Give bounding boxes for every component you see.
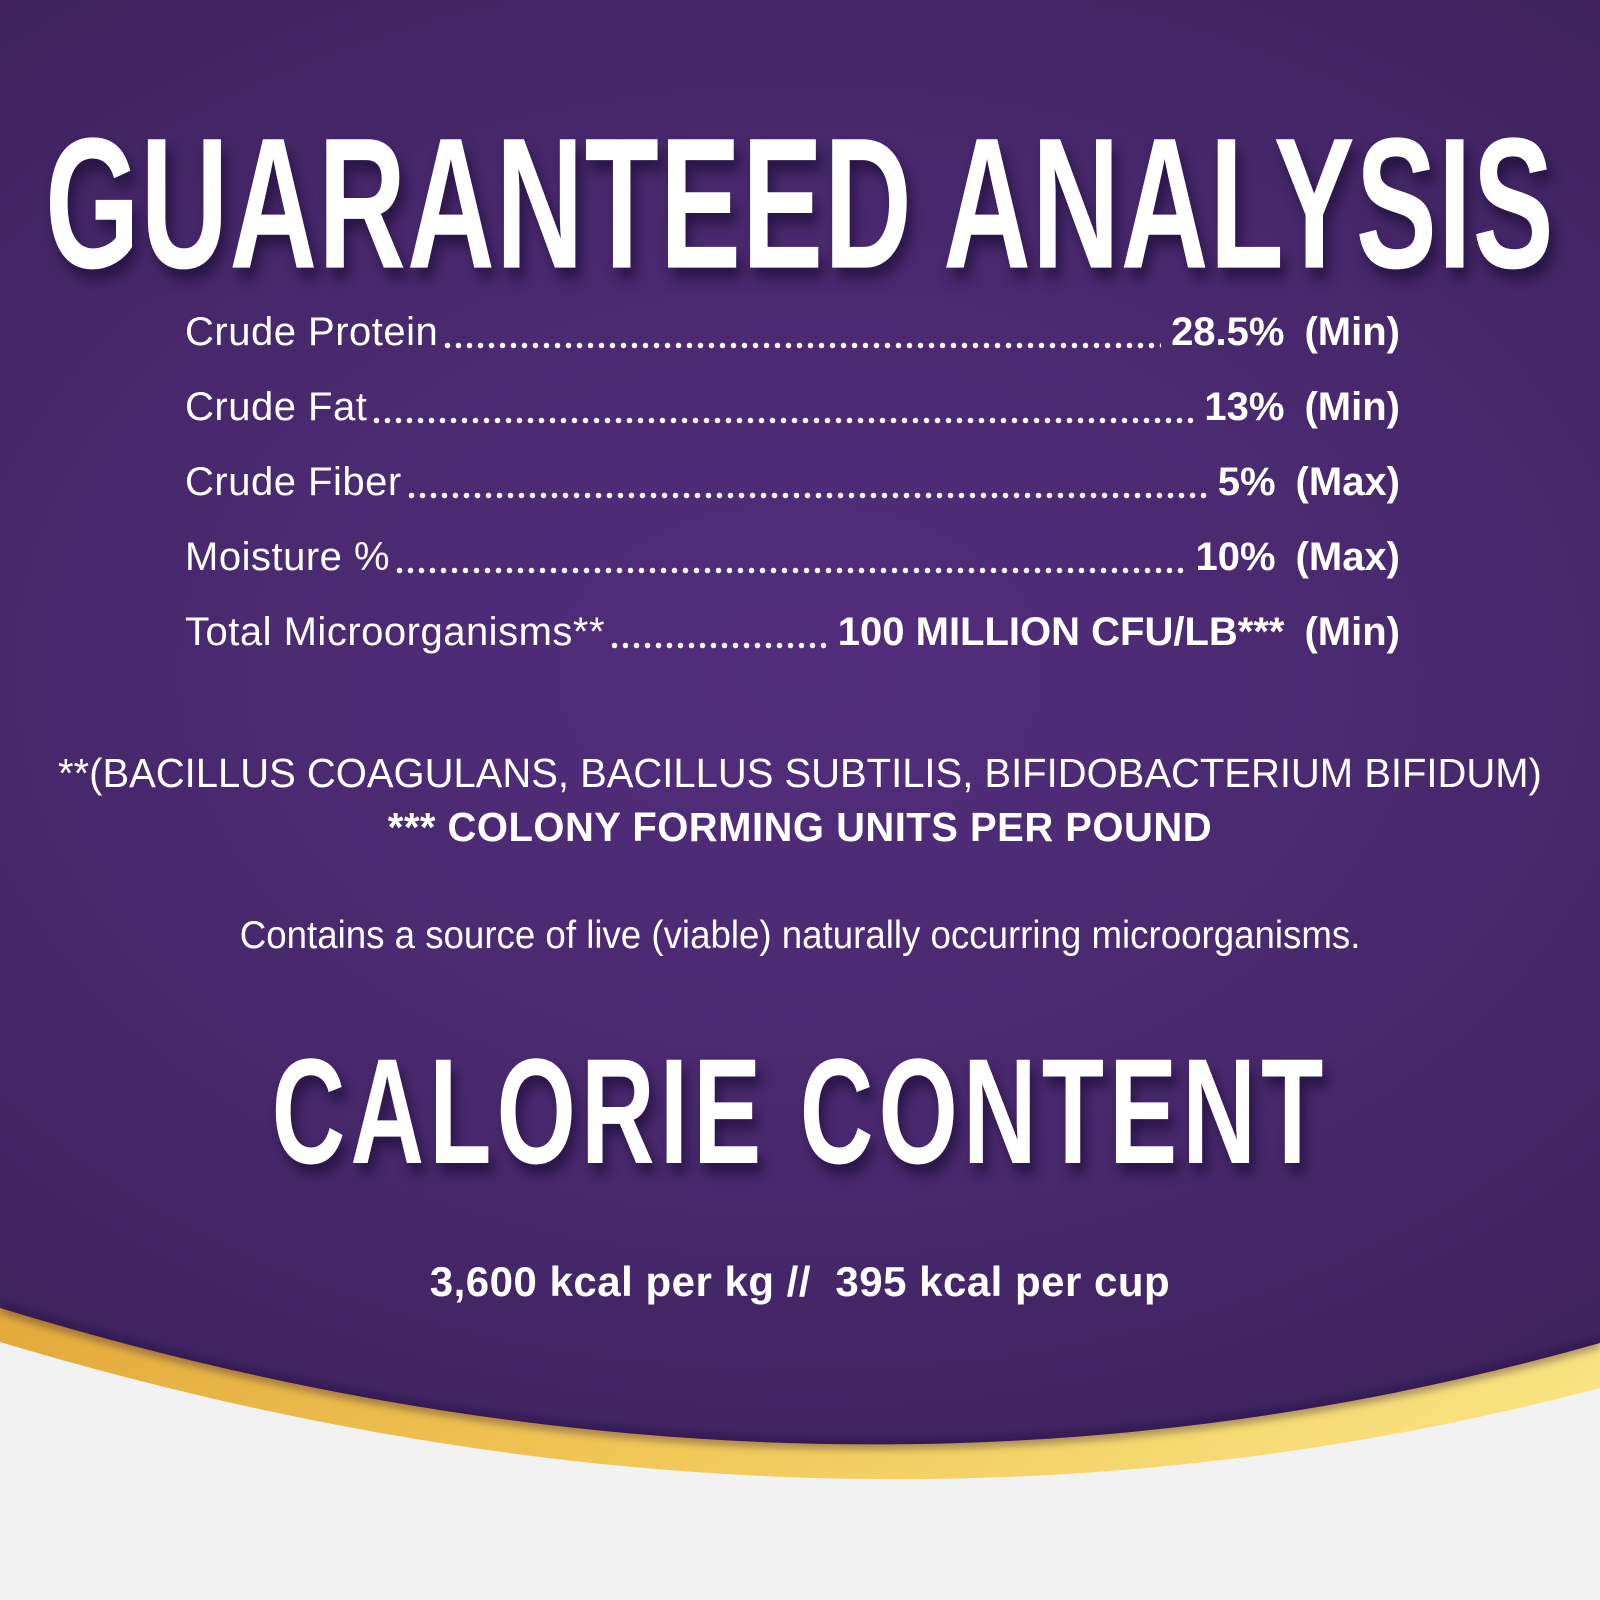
- dot-leader: [611, 642, 828, 649]
- row-limit: (Min): [1304, 310, 1400, 354]
- row-limit: (Max): [1295, 535, 1400, 579]
- dot-leader: [444, 342, 1162, 349]
- row-label: Crude Fat: [185, 385, 368, 429]
- footnote-cfu: *** COLONY FORMING UNITS PER POUND: [387, 804, 1213, 851]
- footnote-species: **(BACILLUS COAGULANS, BACILLUS SUBTILIS…: [58, 750, 1542, 796]
- row-limit: (Max): [1295, 460, 1400, 504]
- row-limit: (Min): [1304, 610, 1400, 654]
- dot-leader: [373, 417, 1195, 424]
- row-limit: (Min): [1304, 385, 1400, 429]
- table-row-crude-fiber: Crude Fiber 5% (Max): [185, 445, 1400, 520]
- row-label: Crude Fiber: [185, 460, 402, 504]
- row-value: 5%: [1217, 460, 1276, 504]
- footnotes: **(BACILLUS COAGULANS, BACILLUS SUBTILIS…: [0, 746, 1600, 854]
- table-row-moisture: Moisture % 10% (Max): [185, 520, 1400, 595]
- viable-note: Contains a source of live (viable) natur…: [0, 914, 1600, 958]
- bottom-curve-decoration: [0, 1303, 1600, 1600]
- curve-shadow: [0, 1303, 1600, 1449]
- table-row-crude-protein: Crude Protein 28.5% (Min): [185, 295, 1400, 370]
- table-row-total-microorganisms: Total Microorganisms** 100 MILLION CFU/L…: [185, 595, 1400, 670]
- row-value: 100 MILLION CFU/LB***: [837, 610, 1285, 654]
- dot-leader: [407, 492, 1208, 499]
- bottom-area: [0, 1342, 1600, 1600]
- row-value: 28.5%: [1171, 310, 1285, 354]
- table-row-crude-fat: Crude Fat 13% (Min): [185, 370, 1400, 445]
- guaranteed-analysis-title: GUARANTEED ANALYSIS: [0, 111, 1600, 297]
- row-label: Crude Protein: [185, 310, 439, 354]
- viable-note-text: Contains a source of live (viable) natur…: [239, 914, 1361, 957]
- row-value: 13%: [1204, 385, 1285, 429]
- calorie-content-title-text: CALORIE CONTENT: [271, 1028, 1329, 1196]
- guaranteed-analysis-title-text: GUARANTEED ANALYSIS: [45, 100, 1555, 309]
- row-label: Total Microorganisms**: [185, 610, 606, 654]
- row-label: Moisture %: [185, 535, 391, 579]
- dot-leader: [396, 567, 1186, 574]
- analysis-table: Crude Protein 28.5% (Min) Crude Fat 13% …: [185, 295, 1400, 670]
- row-value: 10%: [1195, 535, 1276, 579]
- calorie-values: 3,600 kcal per kg // 395 kcal per cup: [429, 1258, 1171, 1305]
- calorie-content-title: CALORIE CONTENT: [0, 1037, 1600, 1187]
